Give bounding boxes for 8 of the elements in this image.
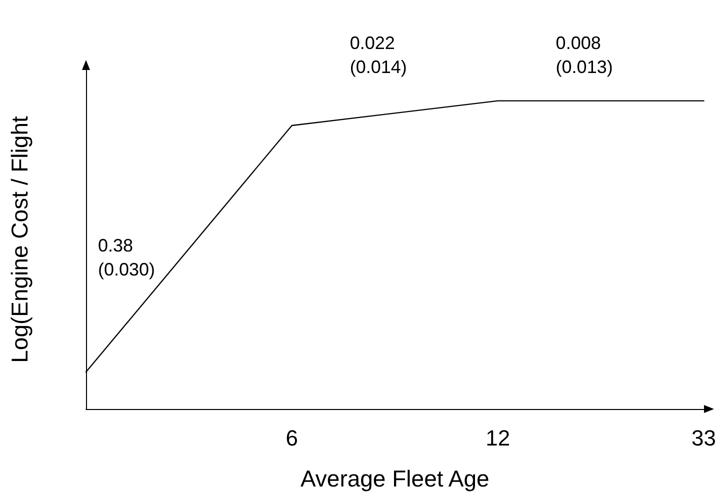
- annotation: 0.38 (0.030): [98, 236, 156, 280]
- x-axis-title: Average Fleet Age: [300, 466, 490, 492]
- x-tick-label: 6: [286, 426, 298, 450]
- y-axis-title: Log(Engine Cost / Flight: [6, 116, 32, 363]
- x-tick-label: 33: [692, 426, 716, 450]
- text: 0.008 (0.013): [556, 32, 613, 77]
- text: 0.022 (0.014): [350, 32, 407, 77]
- x-tick-label: 12: [486, 426, 510, 450]
